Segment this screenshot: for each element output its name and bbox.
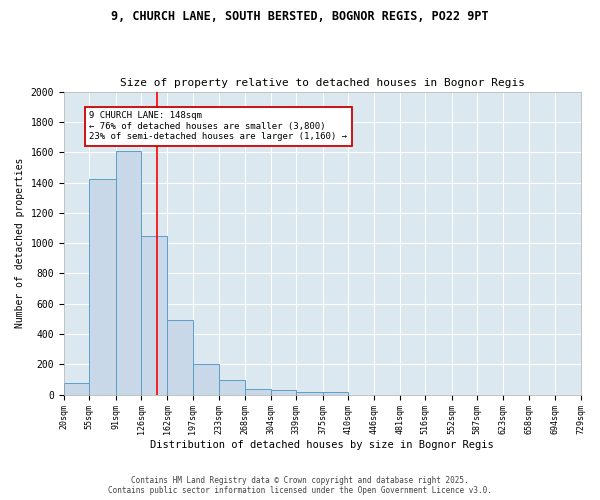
Bar <box>245 388 271 394</box>
Text: Contains HM Land Registry data © Crown copyright and database right 2025.
Contai: Contains HM Land Registry data © Crown c… <box>108 476 492 495</box>
Bar <box>193 364 219 394</box>
Bar <box>167 320 193 394</box>
Bar <box>64 382 89 394</box>
Text: 9 CHURCH LANE: 148sqm
← 76% of detached houses are smaller (3,800)
23% of semi-d: 9 CHURCH LANE: 148sqm ← 76% of detached … <box>89 112 347 141</box>
X-axis label: Distribution of detached houses by size in Bognor Regis: Distribution of detached houses by size … <box>150 440 494 450</box>
Bar <box>116 150 141 394</box>
Bar <box>296 392 323 394</box>
Y-axis label: Number of detached properties: Number of detached properties <box>15 158 25 328</box>
Bar <box>141 236 167 394</box>
Bar <box>219 380 245 394</box>
Bar <box>89 180 116 394</box>
Bar <box>323 392 348 394</box>
Text: 9, CHURCH LANE, SOUTH BERSTED, BOGNOR REGIS, PO22 9PT: 9, CHURCH LANE, SOUTH BERSTED, BOGNOR RE… <box>111 10 489 23</box>
Title: Size of property relative to detached houses in Bognor Regis: Size of property relative to detached ho… <box>119 78 524 88</box>
Bar <box>271 390 296 394</box>
